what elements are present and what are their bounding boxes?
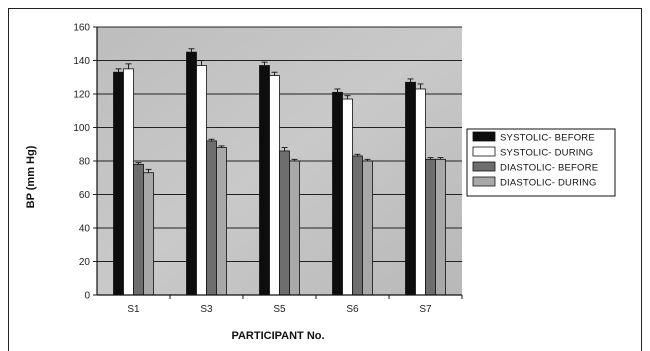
legend-label: DIASTOLIC- BEFORE: [500, 163, 598, 174]
bar-s6-series-2: [342, 98, 353, 296]
bar-s1-series-2: [123, 68, 134, 296]
bar-s6-series-4: [362, 160, 373, 296]
y-tick-label: 160: [73, 23, 90, 34]
bar-s3-series-4: [216, 147, 227, 296]
x-tick-label: S1: [127, 304, 140, 315]
legend-swatch: [472, 131, 496, 142]
legend-items: SYSTOLIC- BEFORE SYSTOLIC- DURING DIASTOLI…: [472, 131, 598, 189]
legend-label: SYSTOLIC- DURING: [500, 148, 593, 159]
legend-label: DIASTOLIC- DURING: [500, 178, 597, 189]
bar-s6-series-1: [332, 91, 343, 296]
bar-s7-series-3: [425, 158, 436, 296]
bar-s7-series-4: [435, 158, 446, 296]
y-tick-label: 120: [73, 90, 90, 101]
figure-frame: [8, 8, 642, 351]
y-tick-label: 0: [84, 291, 90, 302]
legend: SYSTOLIC- BEFORE SYSTOLIC- DURING DIASTOLI…: [466, 128, 616, 197]
x-tick-label: S3: [200, 304, 213, 315]
bar-s7-series-1: [405, 81, 416, 296]
bar-s6-series-3: [352, 155, 363, 296]
y-tick-label: 80: [79, 157, 91, 168]
bar-s1-series-3: [133, 163, 144, 296]
bar-s3-series-3: [206, 140, 217, 296]
y-axis-title: BP (mm Hg): [25, 145, 37, 208]
x-tick-label: S5: [273, 304, 286, 315]
legend-label: SYSTOLIC- BEFORE: [500, 133, 595, 144]
bar-s1-series-4: [143, 172, 154, 296]
bar-s3-series-1: [186, 51, 197, 296]
bar-s5-series-2: [269, 75, 280, 296]
bar-s7-series-2: [415, 88, 426, 296]
y-tick-label: 100: [73, 123, 90, 134]
bar-s5-series-3: [279, 150, 290, 296]
tick-labels: 0 20 40 60 80 100 120 140 160 S1 S3 S5 S6 S7: [73, 23, 463, 315]
y-tick-label: 140: [73, 56, 90, 67]
y-tick-label: 60: [79, 190, 91, 201]
bar-s3-series-2: [196, 65, 207, 296]
legend-swatch: [472, 146, 496, 157]
bar-s5-series-4: [289, 160, 300, 296]
y-tick-label: 40: [79, 224, 91, 235]
legend-swatch: [472, 176, 496, 187]
legend-swatch: [472, 161, 496, 172]
x-tick-label: S6: [346, 304, 359, 315]
bar-s1-series-1: [113, 71, 124, 296]
bar-s5-series-1: [259, 65, 270, 296]
x-tick-label: S7: [419, 304, 432, 315]
y-tick-label: 20: [79, 257, 91, 268]
x-axis-title: PARTICIPANT No.: [231, 330, 324, 342]
bars: [113, 48, 446, 296]
